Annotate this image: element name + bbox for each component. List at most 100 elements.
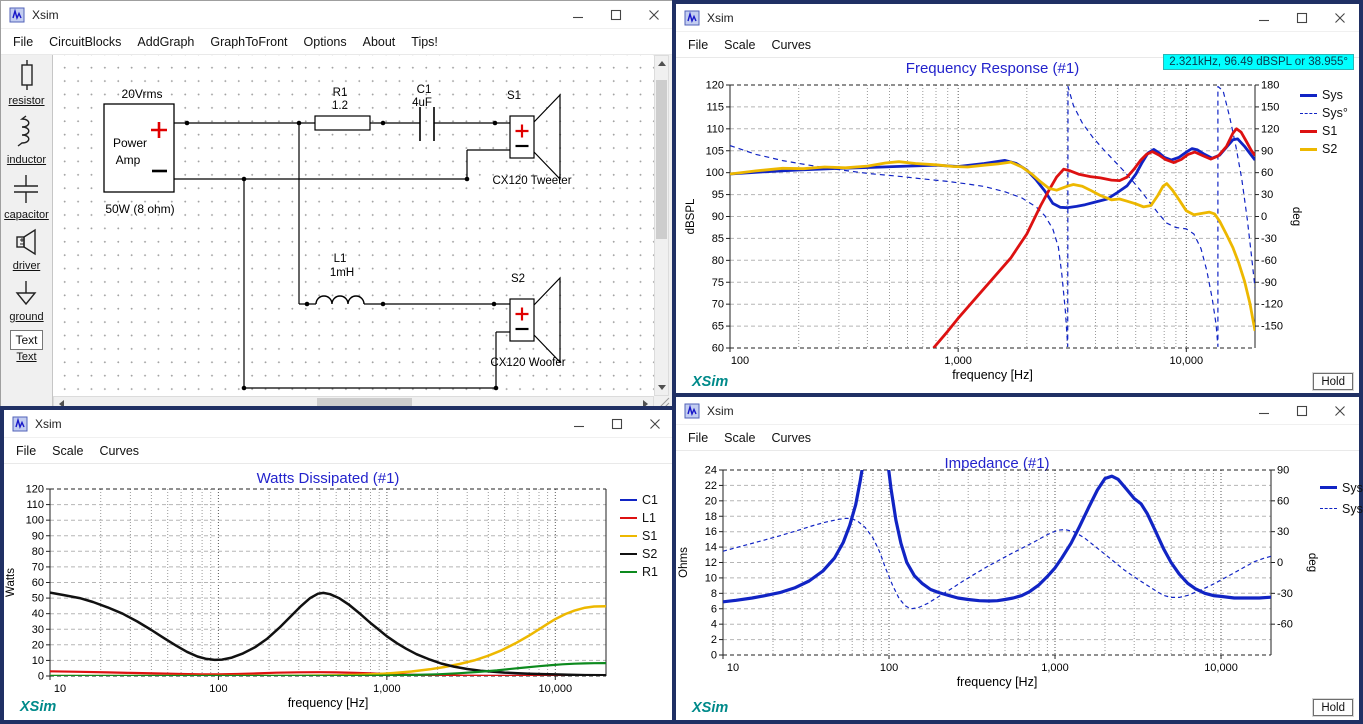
- legend-swatch: [620, 553, 637, 555]
- maximize-icon: [611, 418, 623, 429]
- menu-item-options[interactable]: Options: [303, 34, 347, 49]
- legend-swatch: [1300, 93, 1317, 97]
- legend-label: S1: [1322, 124, 1338, 138]
- close-button[interactable]: [1321, 4, 1359, 31]
- scroll-down-button[interactable]: [655, 380, 668, 395]
- scroll-up-button[interactable]: [655, 56, 668, 71]
- maximize-button[interactable]: [598, 410, 636, 437]
- close-icon: [1335, 12, 1345, 23]
- close-icon: [649, 9, 659, 20]
- menu-item-addgraph[interactable]: AddGraph: [137, 34, 195, 49]
- menu-item-curves[interactable]: Curves: [771, 37, 812, 52]
- xsim-logo: XSim: [20, 699, 57, 715]
- menu-item-file[interactable]: File: [688, 430, 709, 445]
- text-tool-icon: Text: [10, 330, 43, 350]
- menu-item-scale[interactable]: Scale: [724, 37, 756, 52]
- legend-item-Sys-phase: Sys°: [1320, 498, 1363, 519]
- horizontal-scrollbar-thumb[interactable]: [317, 398, 412, 409]
- legend-item-C1: C1: [620, 491, 658, 509]
- minimize-icon: [574, 425, 584, 427]
- legend-item-R1: R1: [620, 563, 658, 581]
- menu-item-about[interactable]: About: [362, 34, 396, 49]
- menu-item-scale[interactable]: Scale: [724, 430, 756, 445]
- vertical-scrollbar[interactable]: [654, 55, 669, 396]
- xsim-app-icon: [12, 416, 28, 432]
- palette-item-label: resistor: [8, 95, 45, 107]
- chart-legend: Sys Sys° S1 S2: [1300, 86, 1348, 158]
- schematic-canvas[interactable]: [53, 55, 654, 396]
- xsim-logo: XSim: [692, 374, 729, 390]
- maximize-button[interactable]: [1283, 4, 1321, 31]
- menu-bar: File Scale Curves: [676, 32, 1359, 58]
- close-button[interactable]: [1321, 397, 1359, 424]
- arrow-up-icon: [657, 61, 666, 66]
- menu-item-file[interactable]: File: [688, 37, 709, 52]
- menu-item-file[interactable]: File: [16, 443, 37, 458]
- legend-item-S2: S2: [1300, 140, 1348, 158]
- menu-item-scale[interactable]: Scale: [52, 443, 84, 458]
- chart-legend: Sys Sys°: [1320, 477, 1363, 519]
- legend-item-S1: S1: [620, 527, 658, 545]
- palette-item-driver[interactable]: driver: [13, 228, 41, 272]
- palette-item-text[interactable]: Text Text: [10, 330, 43, 363]
- close-button[interactable]: [635, 1, 673, 28]
- legend-swatch: [620, 499, 637, 501]
- minimize-button[interactable]: [1245, 4, 1283, 31]
- title-bar: Xsim: [1, 1, 673, 29]
- legend-item-Sys: Sys: [1320, 477, 1363, 498]
- xsim-logo: XSim: [692, 700, 729, 716]
- palette-item-label: Text: [16, 351, 37, 363]
- menu-item-tips[interactable]: Tips!: [411, 34, 438, 49]
- hold-button[interactable]: Hold: [1312, 698, 1354, 717]
- maximize-button[interactable]: [597, 1, 635, 28]
- driver-icon: [13, 228, 41, 259]
- chart-title: Frequency Response (#1): [905, 60, 1080, 77]
- arrow-left-icon: [59, 399, 64, 408]
- close-icon: [650, 418, 660, 429]
- legend-swatch: [1300, 129, 1317, 133]
- chart-title: Impedance (#1): [944, 455, 1050, 472]
- title-bar: Xsim: [676, 397, 1359, 425]
- menu-item-curves[interactable]: Curves: [99, 443, 140, 458]
- menu-bar: File Scale Curves: [4, 438, 674, 464]
- legend-label: Sys°: [1322, 106, 1348, 120]
- menu-item-curves[interactable]: Curves: [771, 430, 812, 445]
- palette-item-ground[interactable]: ground: [9, 279, 44, 323]
- chart-title: Watts Dissipated (#1): [256, 470, 400, 487]
- legend-label: Sys: [1322, 88, 1343, 102]
- legend-swatch: [620, 517, 637, 519]
- close-button[interactable]: [636, 410, 674, 437]
- xsim-app-icon: [9, 7, 25, 23]
- legend-label: L1: [642, 511, 656, 525]
- maximize-icon: [1296, 12, 1308, 23]
- xsim-app-icon: [684, 10, 700, 26]
- xsim-app-icon: [684, 403, 700, 419]
- minimize-button[interactable]: [1245, 397, 1283, 424]
- menu-item-file[interactable]: File: [13, 34, 34, 49]
- legend-swatch: [1320, 508, 1337, 509]
- ground-icon: [13, 279, 39, 310]
- menu-item-graphtofront[interactable]: GraphToFront: [210, 34, 288, 49]
- hold-button[interactable]: Hold: [1312, 372, 1354, 391]
- minimize-icon: [1259, 19, 1269, 21]
- chart-area[interactable]: [676, 451, 1359, 720]
- chart-area[interactable]: [676, 58, 1359, 393]
- arrow-right-icon: [643, 399, 648, 408]
- window-schematic: Xsim File CircuitBlocks AddGraph GraphToFro…: [0, 0, 674, 411]
- legend-label: S2: [642, 547, 658, 561]
- legend-swatch: [1320, 486, 1337, 489]
- palette-item-capacitor[interactable]: capacitor: [4, 173, 49, 221]
- minimize-button[interactable]: [559, 1, 597, 28]
- palette-item-resistor[interactable]: resistor: [8, 59, 45, 107]
- chart-area[interactable]: [4, 464, 674, 720]
- legend-item-L1: L1: [620, 509, 658, 527]
- vertical-scrollbar-thumb[interactable]: [656, 80, 667, 239]
- maximize-icon: [1296, 405, 1308, 416]
- cursor-readout-tooltip: 2.321kHz, 96.49 dBSPL or 38.955°: [1163, 54, 1354, 70]
- minimize-button[interactable]: [560, 410, 598, 437]
- menu-item-circuitblocks[interactable]: CircuitBlocks: [49, 34, 122, 49]
- palette-item-inductor[interactable]: inductor: [7, 114, 46, 166]
- maximize-button[interactable]: [1283, 397, 1321, 424]
- component-palette: resistor inductor capacitor driver ground Tex…: [1, 55, 53, 409]
